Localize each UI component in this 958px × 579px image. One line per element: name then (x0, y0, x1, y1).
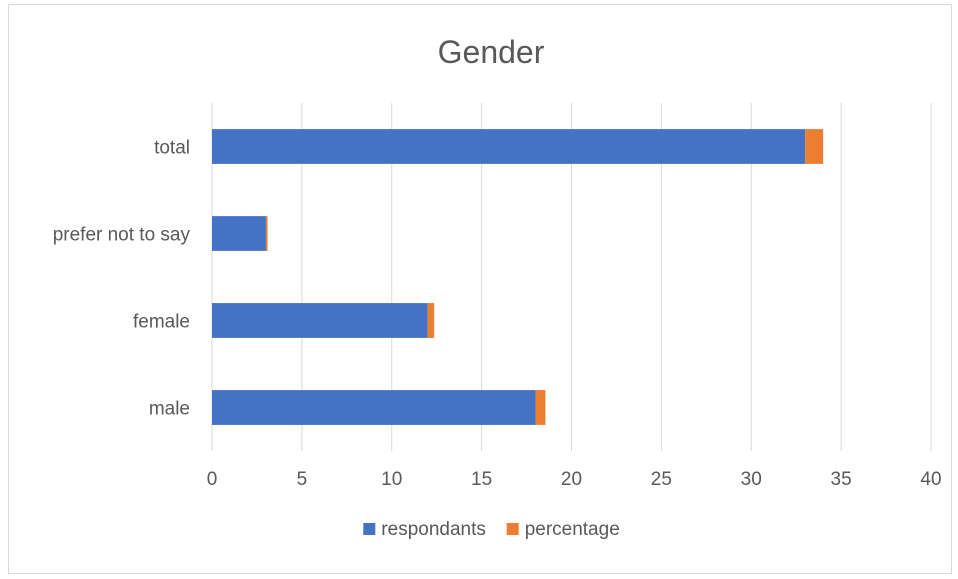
category-label: prefer not to say (53, 225, 191, 246)
x-tick-label: 20 (561, 469, 582, 490)
legend-label: percentage (525, 519, 620, 540)
category-label: total (154, 138, 190, 159)
category-label: male (149, 399, 190, 420)
x-tick-label: 40 (920, 469, 941, 490)
bar-percentage-prefer-not-to-say (265, 216, 268, 251)
bars (212, 129, 824, 425)
legend-swatch-respondants (363, 523, 376, 535)
chart-title: Gender (438, 34, 545, 70)
x-tick-label: 35 (831, 469, 852, 490)
bar-percentage-total (805, 129, 824, 164)
bar-respondants-male (212, 390, 536, 425)
chart-container: Gender male female prefer not to say total … (8, 4, 952, 574)
legend: respondants percentage (363, 519, 620, 540)
legend-swatch-percentage (506, 523, 519, 535)
x-tick-label: 15 (471, 469, 492, 490)
x-tick-label: 30 (741, 469, 762, 490)
category-labels: male female prefer not to say total (53, 138, 191, 420)
bar-respondants-prefer-not-to-say (212, 216, 266, 251)
x-axis-tick-labels: 0 5 10 15 20 25 30 35 40 (207, 469, 942, 490)
bar-respondants-total (212, 129, 806, 164)
category-label: female (133, 312, 190, 333)
x-tick-label: 0 (207, 469, 218, 490)
bar-percentage-female (427, 303, 435, 338)
bar-percentage-male (535, 390, 546, 425)
legend-label: respondants (381, 519, 486, 540)
x-tick-label: 5 (297, 469, 308, 490)
x-tick-label: 10 (381, 469, 402, 490)
bar-respondants-female (212, 303, 428, 338)
x-tick-label: 25 (651, 469, 672, 490)
